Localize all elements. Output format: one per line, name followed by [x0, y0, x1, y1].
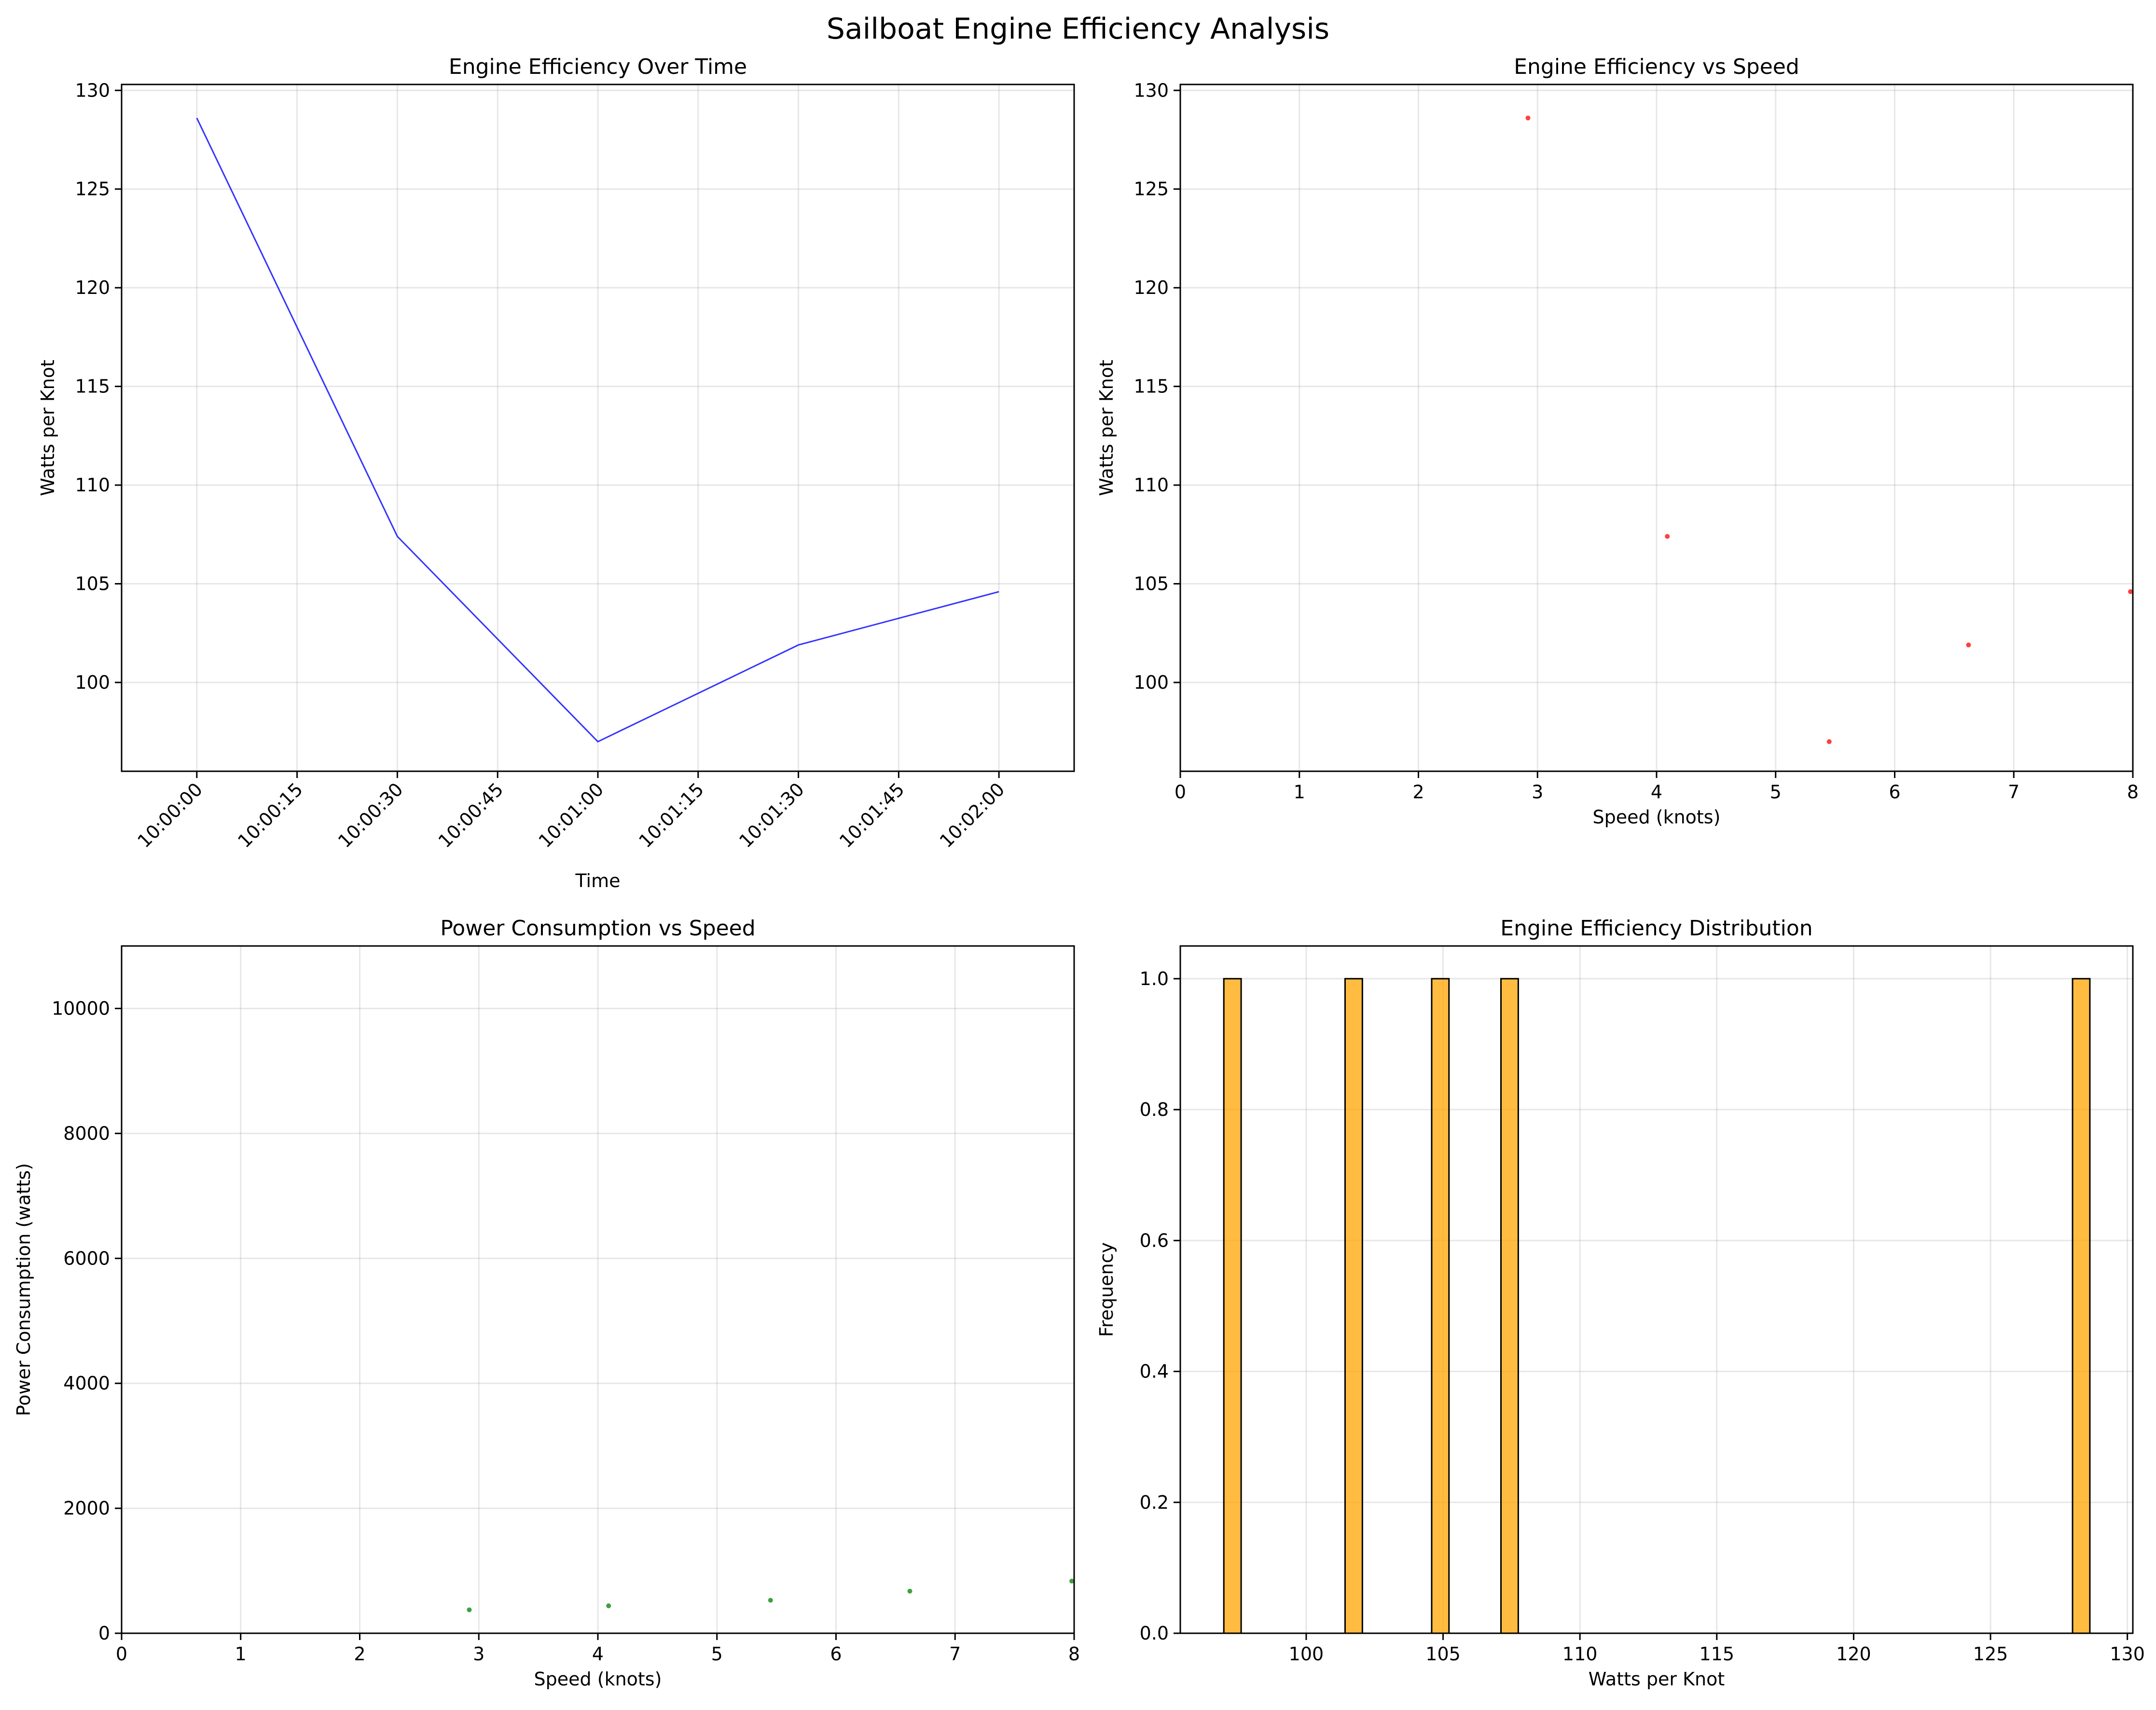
y-tick-label: 105 — [1133, 573, 1169, 595]
axes-title: Engine Efficiency Over Time — [449, 55, 747, 79]
y-tick-label: 0 — [98, 1623, 110, 1644]
x-tick-label: 120 — [1836, 1643, 1871, 1665]
x-tick-label: 0 — [116, 1643, 127, 1665]
y-tick-label: 125 — [1133, 179, 1169, 200]
x-tick-label: 0 — [1175, 781, 1186, 803]
y-tick-label: 130 — [75, 80, 110, 101]
data-point — [1665, 534, 1670, 539]
y-tick-label: 0.4 — [1140, 1361, 1169, 1382]
data-point — [768, 1598, 773, 1603]
x-axis-label: Time — [575, 870, 621, 891]
figure-title: Sailboat Engine Efficiency Analysis — [827, 12, 1329, 46]
axes-2: 0 1 2 3 4 5 6 7 8 100 105 110 115 120 125 130 Engine Eff… — [1096, 55, 2139, 828]
axes-3: 0 1 2 3 4 5 6 7 8 0 2000 4000 6000 8000 10000 Power Con… — [13, 916, 1080, 1690]
data-point — [1525, 115, 1531, 121]
y-tick-label: 1.0 — [1140, 968, 1169, 989]
x-tick-label: 3 — [473, 1643, 484, 1665]
y-tick-label: 6000 — [63, 1248, 110, 1269]
histogram-bar — [1223, 978, 1242, 1634]
axes-title: Engine Efficiency Distribution — [1500, 916, 1812, 941]
y-tick-label: 100 — [1133, 672, 1169, 693]
x-tick-label: 7 — [2008, 781, 2019, 803]
x-tick-label: 7 — [949, 1643, 961, 1665]
x-tick-label: 115 — [1700, 1643, 1735, 1665]
x-tick-label: 2 — [354, 1643, 365, 1665]
histogram-bar — [1500, 978, 1519, 1634]
x-tick-label: 105 — [1425, 1643, 1461, 1665]
histogram-bar — [2072, 978, 2091, 1634]
y-axis-label: Watts per Knot — [37, 360, 58, 496]
data-point — [606, 1603, 611, 1609]
y-tick-label: 110 — [75, 474, 110, 496]
y-tick-label: 110 — [1133, 474, 1169, 496]
x-axis-label: Watts per Knot — [1589, 1668, 1725, 1690]
y-tick-label: 2000 — [63, 1498, 110, 1519]
x-tick-label: 1 — [1294, 781, 1305, 803]
y-axis-label: Power Consumption (watts) — [13, 1163, 34, 1416]
data-point — [907, 1588, 912, 1594]
x-tick-label: 2 — [1412, 781, 1424, 803]
data-point — [467, 1607, 472, 1613]
axes-title: Engine Efficiency vs Speed — [1514, 55, 1799, 79]
y-tick-label: 0.0 — [1140, 1623, 1169, 1644]
data-point — [1966, 642, 1971, 648]
x-tick-label: 8 — [2127, 781, 2139, 803]
x-tick-label: 125 — [1973, 1643, 2008, 1665]
x-tick-label: 130 — [2110, 1643, 2145, 1665]
y-tick-label: 8000 — [63, 1123, 110, 1144]
y-tick-label: 10000 — [52, 998, 110, 1019]
axes-4: 100 105 110 115 120 125 130 0.0 0.2 0.4 0.6 0.8 1.0 E… — [1096, 916, 2145, 1690]
x-tick-label: 100 — [1289, 1643, 1324, 1665]
y-tick-label: 100 — [75, 672, 110, 693]
histogram-bar — [1344, 978, 1363, 1634]
axes-frame — [1179, 945, 2134, 1634]
y-tick-label: 120 — [75, 277, 110, 298]
x-tick-label: 3 — [1532, 781, 1543, 803]
x-tick-label: 6 — [1889, 781, 1900, 803]
x-tick-label: 110 — [1562, 1643, 1598, 1665]
y-tick-label: 4000 — [63, 1373, 110, 1394]
x-axis-label: Speed (knots) — [534, 1668, 662, 1690]
y-tick-label: 0.2 — [1140, 1492, 1169, 1513]
data-point — [2128, 589, 2133, 594]
histogram-bar — [1431, 978, 1450, 1634]
y-tick-label: 130 — [1133, 80, 1169, 101]
x-tick-label: 4 — [592, 1643, 604, 1665]
y-axis-label: Frequency — [1096, 1242, 1117, 1337]
grid — [122, 84, 1074, 771]
x-tick-label: 5 — [711, 1643, 723, 1665]
data-point — [1826, 739, 1832, 744]
y-tick-label: 0.8 — [1140, 1099, 1169, 1120]
x-tick-label: 1 — [235, 1643, 247, 1665]
series-line — [196, 117, 999, 743]
y-tick-label: 115 — [1133, 376, 1169, 397]
axes-title: Power Consumption vs Speed — [440, 916, 755, 941]
x-tick-label: 6 — [830, 1643, 842, 1665]
x-tick-label: 8 — [1068, 1643, 1080, 1665]
x-tick-label: 5 — [1770, 781, 1782, 803]
y-tick-label: 105 — [75, 573, 110, 595]
y-tick-label: 0.6 — [1140, 1230, 1169, 1251]
x-tick-label: 4 — [1651, 781, 1662, 803]
data-point — [1069, 1578, 1075, 1584]
y-tick-label: 125 — [75, 179, 110, 200]
y-tick-label: 120 — [1133, 277, 1169, 298]
y-tick-label: 115 — [75, 376, 110, 397]
x-axis-label: Speed (knots) — [1593, 806, 1721, 828]
y-axis-label: Watts per Knot — [1096, 360, 1117, 496]
